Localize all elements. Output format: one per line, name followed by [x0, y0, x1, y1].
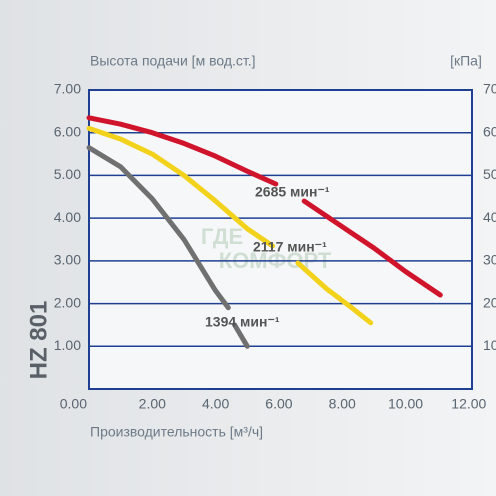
- series-label: 1394 мин⁻¹: [205, 314, 280, 330]
- x-tick-label: 12.00: [451, 396, 486, 412]
- y-tick-label: 1.00: [54, 337, 81, 353]
- y-axis-title: Высота подачи [м вод.ст.]: [90, 53, 256, 69]
- y2-tick-label: 30: [483, 252, 496, 268]
- x-tick-label: 10.00: [388, 396, 423, 412]
- x-tick-label: 8.00: [329, 396, 356, 412]
- y-tick-label: 4.00: [54, 209, 81, 225]
- pump-curve: [86, 145, 250, 349]
- y2-tick-label: 70: [483, 81, 496, 97]
- model-label: HZ 801: [25, 301, 52, 380]
- y2-tick-label: 40: [483, 209, 496, 225]
- watermark: ГДЕ: [201, 224, 243, 249]
- pump-curve: [86, 115, 443, 298]
- y-tick-label: 7.00: [54, 81, 81, 97]
- y-tick-label: 3.00: [54, 252, 81, 268]
- series-label: 2685 мин⁻¹: [255, 184, 330, 200]
- x-tick-label: 2.00: [139, 396, 166, 412]
- x-tick-label: 4.00: [202, 396, 229, 412]
- plot-area: [89, 90, 472, 389]
- plot-frame: [88, 89, 473, 390]
- x-tick-label: 6.00: [265, 396, 292, 412]
- x-tick-label: 0.00: [60, 396, 87, 412]
- series-label: 2117 мин⁻¹: [253, 239, 327, 255]
- y-tick-label: 6.00: [54, 123, 81, 139]
- pump-curve: [86, 125, 374, 326]
- y-tick-label: 2.00: [54, 294, 81, 310]
- y2-tick-label: 10: [483, 337, 496, 353]
- x-axis-title: Производительность [м³/ч]: [90, 424, 263, 440]
- y-tick-label: 5.00: [54, 166, 81, 182]
- y2-tick-label: 50: [483, 166, 496, 182]
- y2-tick-label: 60: [483, 123, 496, 139]
- y2-axis-title: [кПа]: [450, 53, 482, 69]
- y2-tick-label: 20: [483, 294, 496, 310]
